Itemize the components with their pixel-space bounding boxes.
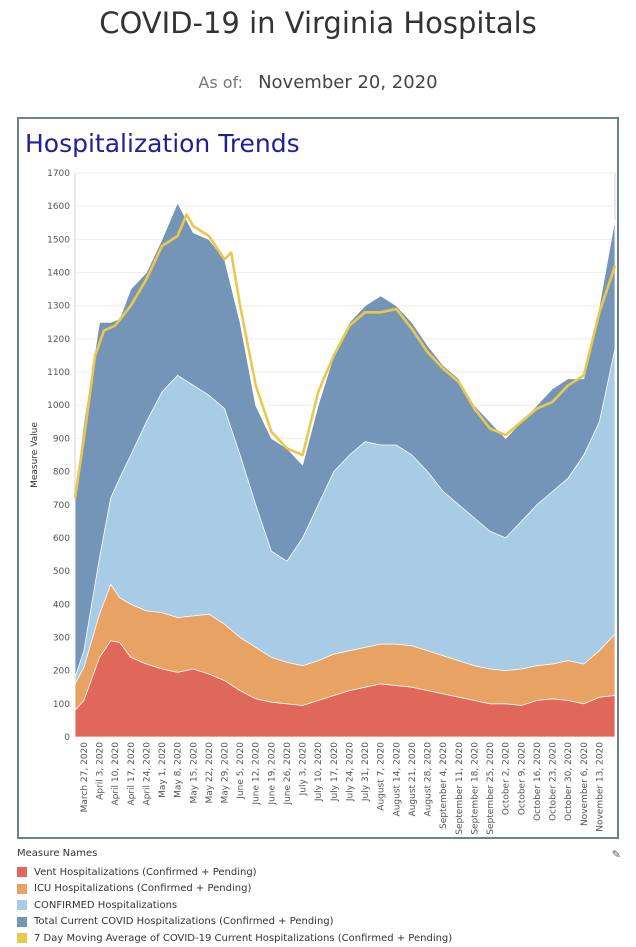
- legend-swatch: [17, 883, 27, 894]
- x-tick-label: May 8, 2020: [174, 742, 184, 798]
- legend-swatch: [17, 900, 27, 911]
- x-tick-label: July 10, 2020: [314, 742, 324, 802]
- x-tick-label: August 21, 2020: [408, 742, 418, 817]
- y-tick-label: 1300: [47, 302, 70, 312]
- x-tick-label: June 5, 2020: [236, 742, 246, 800]
- x-tick-label: May 29, 2020: [221, 742, 231, 804]
- x-tick-label: September 18, 2020: [470, 742, 480, 835]
- x-tick-label: April 24, 2020: [142, 742, 152, 806]
- x-tick-label: September 25, 2020: [486, 742, 496, 835]
- y-tick-label: 1100: [47, 368, 70, 378]
- legend-title: Measure Names: [17, 848, 98, 859]
- x-tick-label: June 26, 2020: [283, 742, 293, 806]
- legend-label: Total Current COVID Hospitalizations (Co…: [34, 916, 334, 928]
- legend-swatch: [17, 867, 27, 878]
- y-tick-label: 1000: [47, 401, 70, 411]
- x-tick-label: November 6, 2020: [580, 742, 590, 826]
- series-moving-avg-line[interactable]: [73, 213, 617, 499]
- edit-icon[interactable]: ✎: [611, 848, 621, 861]
- x-tick-label: July 24, 2020: [346, 742, 356, 802]
- legend-label: 7 Day Moving Average of COVID-19 Current…: [34, 932, 453, 944]
- legend-item-total[interactable]: Total Current COVID Hospitalizations (Co…: [17, 914, 627, 931]
- x-tick-label: October 9, 2020: [517, 742, 527, 816]
- x-tick-label: October 2, 2020: [502, 742, 512, 816]
- y-tick-label: 800: [53, 468, 70, 478]
- x-tick-label: May 1, 2020: [158, 742, 168, 798]
- y-tick-label: 900: [53, 434, 70, 444]
- legend-item-icu[interactable]: ICU Hospitalizations (Confirmed + Pendin…: [17, 881, 627, 898]
- y-tick-label: 1200: [47, 335, 70, 345]
- legend-label: ICU Hospitalizations (Confirmed + Pendin…: [34, 883, 252, 895]
- x-tick-label: August 28, 2020: [424, 742, 434, 817]
- x-tick-label: April 3, 2020: [96, 742, 106, 800]
- y-tick-label: 200: [53, 667, 70, 677]
- x-tick-label: May 22, 2020: [205, 742, 215, 804]
- y-tick-label: 500: [53, 567, 70, 577]
- x-tick-label: September 11, 2020: [455, 742, 465, 835]
- x-tick-label: June 12, 2020: [252, 742, 262, 806]
- y-tick-label: 700: [53, 501, 70, 511]
- series-vent-area[interactable]: [74, 640, 616, 738]
- legend-label: Vent Hospitalizations (Confirmed + Pendi…: [34, 866, 257, 878]
- x-tick-label: September 4, 2020: [439, 742, 449, 829]
- x-tick-label: November 13, 2020: [595, 742, 605, 832]
- x-tick-label: October 16, 2020: [533, 742, 543, 821]
- y-tick-label: 1600: [47, 202, 70, 212]
- y-tick-label: 0: [64, 733, 70, 743]
- x-tick-label: October 23, 2020: [549, 742, 559, 821]
- x-tick-label: April 17, 2020: [127, 742, 137, 806]
- y-tick-label: 1700: [47, 169, 70, 179]
- legend-item-moving_avg[interactable]: 7 Day Moving Average of COVID-19 Current…: [17, 930, 627, 947]
- x-tick-label: October 30, 2020: [564, 742, 574, 821]
- x-tick-label: August 7, 2020: [377, 742, 387, 811]
- x-tick-label: June 19, 2020: [267, 742, 277, 806]
- as-of-date: November 20, 2020: [258, 72, 438, 93]
- legend-label: CONFIRMED Hospitalizations: [34, 899, 178, 911]
- x-tick-label: July 3, 2020: [299, 742, 309, 797]
- y-tick-label: 300: [53, 633, 70, 643]
- y-tick-label: 1400: [47, 269, 70, 279]
- x-tick-label: August 14, 2020: [392, 742, 402, 817]
- y-tick-label: 400: [53, 600, 70, 610]
- x-tick-label: May 15, 2020: [189, 742, 199, 804]
- y-tick-label: 600: [53, 534, 70, 544]
- y-tick-label: 100: [53, 700, 70, 710]
- legend-item-confirmed[interactable]: CONFIRMED Hospitalizations: [17, 897, 627, 914]
- legend-item-vent[interactable]: Vent Hospitalizations (Confirmed + Pendi…: [17, 864, 627, 881]
- as-of-line: As of: November 20, 2020: [0, 72, 636, 93]
- x-tick-label: July 31, 2020: [361, 742, 371, 802]
- hospitalization-chart[interactable]: 0 100 200 300 400 500 600 700 800 900 1000 1100 1200…: [19, 119, 617, 837]
- panel-title: Hospitalization Trends: [25, 129, 300, 158]
- x-tick-label: March 27, 2020: [80, 742, 90, 813]
- legend-swatch: [17, 933, 27, 944]
- x-tick-label: July 17, 2020: [330, 742, 340, 802]
- page-title: COVID-19 in Virginia Hospitals: [99, 6, 537, 40]
- hospitalization-trends-panel: Hospitalization Trends 0 100 200 300 400 500 6…: [17, 117, 619, 839]
- legend: Measure Names ✎ Vent Hospitalizations (C…: [17, 848, 627, 947]
- legend-swatch: [17, 916, 27, 927]
- y-tick-label: 1500: [47, 235, 70, 245]
- x-tick-label: April 10, 2020: [111, 742, 121, 806]
- as-of-label: As of:: [198, 73, 243, 92]
- y-axis-label: Measure Value: [30, 422, 40, 488]
